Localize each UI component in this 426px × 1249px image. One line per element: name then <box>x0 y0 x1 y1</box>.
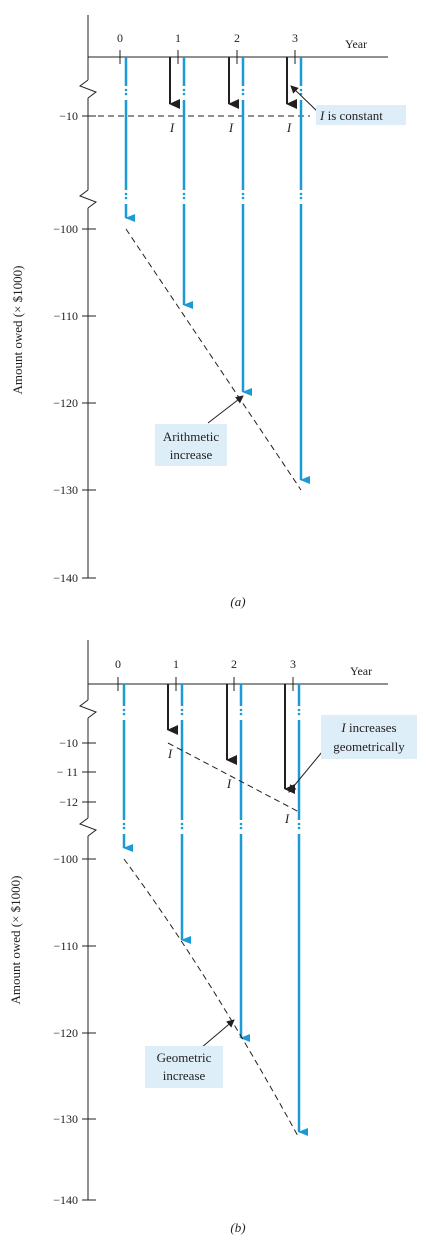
panel-b-y-tick-minus-110: −110 <box>54 939 78 953</box>
panel-a-interest-label-2: I <box>228 120 234 135</box>
panel-a-interest-arrows <box>169 57 297 109</box>
panel-a-caption: (a) <box>230 594 245 609</box>
panel-a: 0 1 2 3 Year −10 −100 −110 −120 −130 −14… <box>10 15 406 609</box>
panel-b-year-tick-1: 1 <box>173 657 179 671</box>
panel-a-callout-arithmetic: Arithmetic increase <box>155 395 244 466</box>
panel-a-y-tick-minus-100: −100 <box>53 222 78 236</box>
panel-b-year-tick-2: 2 <box>231 657 237 671</box>
panel-b: 0 1 2 3 Year −10 − 11 −12 −100 −110 −120… <box>8 640 417 1235</box>
panel-a-year-tick-3: 3 <box>292 31 298 45</box>
panel-b-interest-label-2: I <box>226 776 232 791</box>
callout-arithmetic-line2: increase <box>170 447 213 462</box>
panel-b-y-tick-minus-11: − 11 <box>57 765 78 779</box>
callout-constant-text: is constant <box>324 108 383 123</box>
panel-a-y-tick-minus-110: −110 <box>54 309 78 323</box>
panel-b-y-tick-minus-10: −10 <box>59 736 78 750</box>
panel-a-year-label: Year <box>345 37 367 51</box>
panel-b-y-tick-minus-100: −100 <box>53 852 78 866</box>
panel-b-caption: (b) <box>230 1220 245 1235</box>
panel-b-y-tick-minus-130: −130 <box>53 1112 78 1126</box>
callout-arithmetic-line1: Arithmetic <box>163 429 220 444</box>
callout-geometric-line1: Geometric <box>157 1050 212 1065</box>
panel-a-owed-arrows <box>126 57 301 480</box>
panel-b-geometric-trend-line <box>123 858 300 1139</box>
svg-text:I is constant: I is constant <box>319 108 383 123</box>
callout-increases-text: increases <box>346 720 397 735</box>
panel-b-callout-geometric: Geometric increase <box>145 1019 235 1088</box>
panel-b-interest-trend-line <box>167 742 300 813</box>
panel-a-year-tick-1: 1 <box>175 31 181 45</box>
panel-b-year-tick-3: 3 <box>290 657 296 671</box>
panel-b-interest-arrows <box>167 684 295 794</box>
panel-a-y-axis-label: Amount owed (× $1000) <box>10 265 25 394</box>
panel-a-y-axis <box>78 15 98 579</box>
panel-b-owed-arrows <box>124 684 299 1132</box>
callout-i-symbol: I <box>340 720 346 735</box>
callout-i-symbol: I <box>319 108 325 123</box>
panel-a-callout-constant: I is constant <box>290 85 406 125</box>
panel-b-y-tick-minus-12: −12 <box>59 795 78 809</box>
panel-b-break-dots <box>122 708 301 830</box>
panel-b-y-tick-minus-140: −140 <box>53 1193 78 1207</box>
panel-b-y-axis-label: Amount owed (× $1000) <box>8 875 23 1004</box>
panel-a-time-axis <box>88 50 388 64</box>
svg-text:I increases: I increases <box>340 720 396 735</box>
panel-a-year-tick-0: 0 <box>117 31 123 45</box>
panel-b-time-axis <box>88 677 388 691</box>
panel-a-year-tick-2: 2 <box>234 31 240 45</box>
panel-a-y-tick-minus-120: −120 <box>53 396 78 410</box>
panel-b-callout-interest: I increases geometrically <box>288 715 417 793</box>
panel-a-interest-label-1: I <box>169 120 175 135</box>
panel-b-interest-label-3: I <box>284 811 290 826</box>
panel-b-y-axis <box>78 640 98 1201</box>
panel-a-break-dots <box>124 88 303 200</box>
panel-b-y-tick-minus-120: −120 <box>53 1026 78 1040</box>
callout-geometrically-text: geometrically <box>333 739 405 754</box>
panel-a-y-tick-minus-140: −140 <box>53 571 78 585</box>
panel-b-year-label: Year <box>350 664 372 678</box>
panel-b-interest-label-1: I <box>167 746 173 761</box>
panel-a-y-tick-minus-130: −130 <box>53 483 78 497</box>
panel-a-interest-label-3: I <box>286 120 292 135</box>
panel-a-arithmetic-trend-line <box>125 228 302 491</box>
panel-a-y-tick-minus-10: −10 <box>59 109 78 123</box>
callout-geometric-line2: increase <box>163 1068 206 1083</box>
panel-b-year-tick-0: 0 <box>115 657 121 671</box>
